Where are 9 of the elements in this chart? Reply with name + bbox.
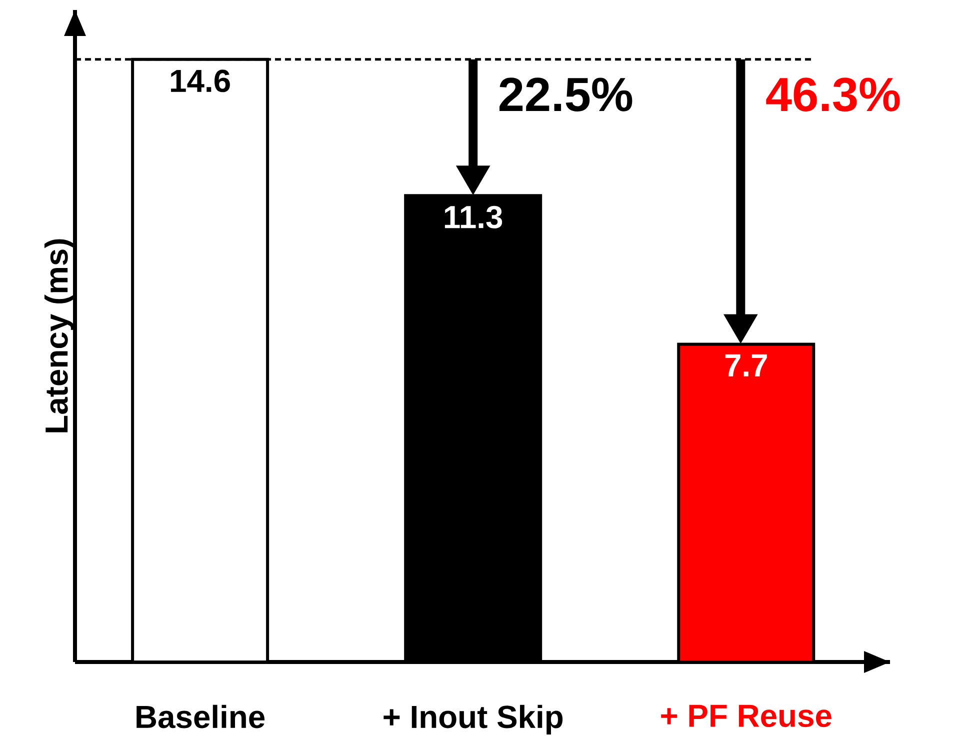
x-tick-label: + PF Reuse — [661, 704, 832, 728]
y-axis-title: Latency (ms) — [44, 239, 74, 432]
annotation: 46.3% — [766, 78, 900, 112]
data-label: 11.3 — [444, 206, 502, 228]
x-tick-label: Baseline — [136, 704, 265, 728]
data-label: 14.6 — [171, 70, 230, 92]
annotation: 22.5% — [500, 78, 632, 112]
data-label: 7.7 — [725, 354, 767, 376]
x-tick-label: + Inout Skip — [384, 704, 563, 735]
